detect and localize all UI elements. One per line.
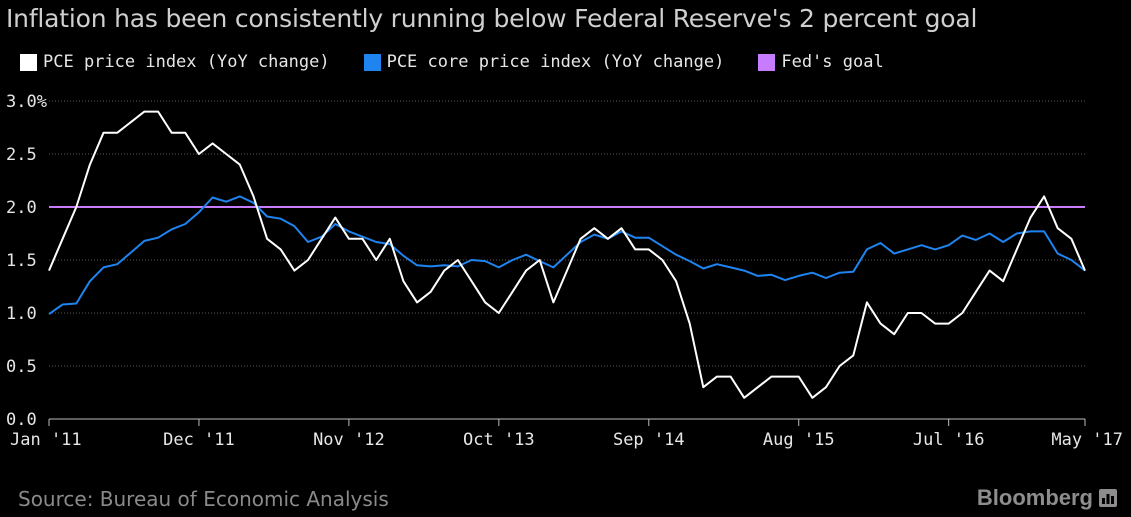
legend-label-pce-core: PCE core price index (YoY change) <box>386 52 725 72</box>
bar-chart-icon <box>1099 489 1117 507</box>
y-tick-label: 2.0 <box>6 198 37 218</box>
series-line-pce-core <box>48 195 1086 315</box>
brand-logo: Bloomberg <box>977 485 1117 511</box>
x-tick-label: Sep '14 <box>613 430 685 450</box>
legend-label-fed-goal: Fed's goal <box>781 52 884 72</box>
x-tick-label: Jan '11 <box>10 430 82 450</box>
legend-swatch-pce <box>20 53 37 71</box>
x-tick-label: Dec '11 <box>163 430 235 450</box>
chart-legend: PCE price index (YoY change) PCE core pr… <box>20 50 918 74</box>
legend-item-fed-goal: Fed's goal <box>758 52 884 72</box>
legend-item-pce-core: PCE core price index (YoY change) <box>363 52 725 72</box>
legend-label-pce: PCE price index (YoY change) <box>43 52 330 72</box>
legend-swatch-pce-core <box>363 53 381 71</box>
y-tick-label: 2.5 <box>6 145 37 165</box>
legend-item-pce: PCE price index (YoY change) <box>20 52 330 72</box>
x-tick-label: May '17 <box>1051 430 1123 450</box>
y-tick-label: 0.5 <box>6 357 37 377</box>
y-tick-label: 0.0 <box>6 410 37 430</box>
brand-name: Bloomberg <box>976 485 1093 510</box>
y-tick-label: 1.0 <box>6 304 37 324</box>
legend-swatch-fed-goal <box>758 53 776 71</box>
source-note: Source: Bureau of Economic Analysis <box>18 487 389 511</box>
x-tick-label: Aug '15 <box>763 430 835 450</box>
series-line-pce <box>48 110 1086 399</box>
y-tick-label: 3.0% <box>6 92 47 112</box>
x-tick-label: Oct '13 <box>463 430 535 450</box>
y-tick-label: 1.5 <box>6 251 37 271</box>
chart-title: Inflation has been consistently running … <box>6 4 978 33</box>
x-tick-label: Nov '12 <box>313 430 385 450</box>
x-tick-label: Jul '16 <box>913 430 985 450</box>
